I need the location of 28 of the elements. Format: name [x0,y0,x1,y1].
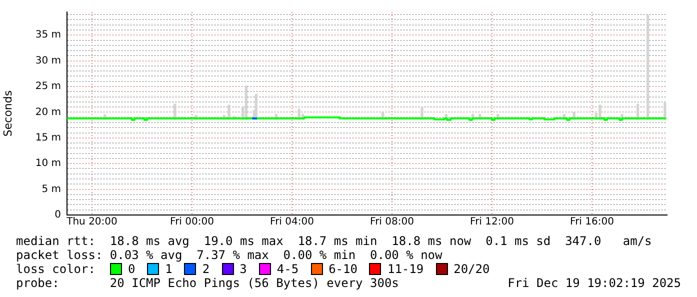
y-tick-label: 10 m [35,158,61,170]
text: probe: 20 ICMP Echo Pings (56 Bytes) every 300s [16,276,399,290]
x-tick-label: Fri 08:00 [370,216,414,228]
y-tick-label: 35 m [35,30,61,41]
legend-label: 3 [240,262,247,276]
legend-label: 0 [128,262,136,276]
legend-label: 20/20 [454,262,490,276]
text: median rtt: 18.8 ms avg 19.0 ms max 18.7 ms min 18.8 ms now 0.1 ms sd 347.0 am/s [16,234,653,248]
y-tick-label: 25 m [35,81,61,92]
y-tick-label: 20 m [35,106,61,118]
x-tick-label: Fri 04:00 [270,216,314,228]
text: packet loss: 0.03 % avg 7.37 % max 0.00 % min 0.00 % now [16,248,444,262]
y-tick-label: 15 m [35,132,61,144]
text: Fri Dec 19 19:02:19 2025 [508,276,681,290]
x-tick-label: Thu 20:00 [66,216,118,228]
legend-label: 6-10 [328,262,358,276]
legend-label: 11-19 [387,262,424,276]
y-tick-label: 5 m [42,184,61,195]
y-tick-label: 30 m [35,55,61,66]
legend-label: 4-5 [276,262,299,276]
y-axis-title: Seconds [1,90,14,137]
x-tick-label: Fri 12:00 [470,216,514,228]
x-tick-label: Fri 00:00 [170,216,214,228]
x-tick-label: Fri 16:00 [570,216,614,228]
y-tick-label: 0 [54,210,61,221]
legend-label: 2 [202,262,210,276]
legend-title: loss color: [16,262,96,276]
legend-label: 1 [165,262,172,276]
